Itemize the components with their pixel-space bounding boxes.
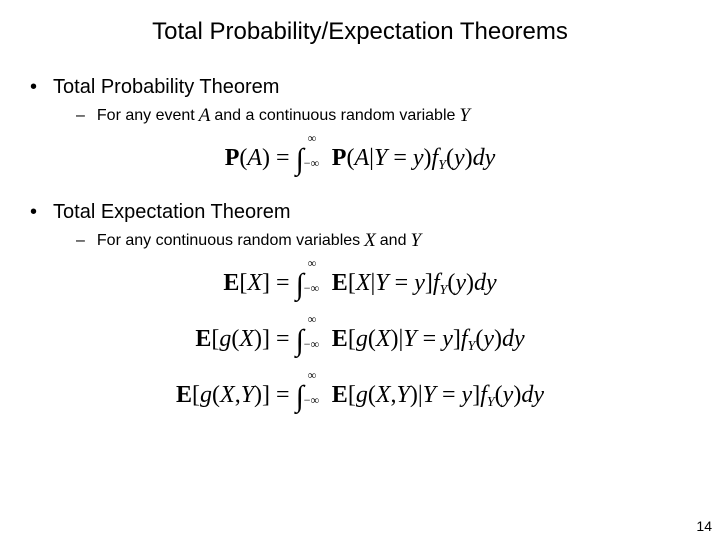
sub1-var1: A <box>195 105 215 127</box>
heading-row-2: • Total Expectation Theorem <box>30 201 690 224</box>
sub1-prefix: For any event <box>97 107 195 125</box>
subheading-row-2: – For any continuous random variables X … <box>30 230 690 252</box>
sub2-mid: and <box>380 232 407 250</box>
sub1-mid: and a continuous random variable <box>214 107 455 125</box>
subheading-row-1: – For any event A and a continuous rando… <box>30 105 690 127</box>
formula-3: E[g(X)] = ∫∞−∞ E[g(X)|Y = y]fY(y)dy <box>30 318 690 358</box>
section-total-expectation: • Total Expectation Theorem – For any co… <box>0 201 720 414</box>
heading-2: Total Expectation Theorem <box>53 201 291 224</box>
sub1-var2: Y <box>455 105 474 127</box>
slide-title: Total Probability/Expectation Theorems <box>0 0 720 76</box>
formula-2: E[X] = ∫∞−∞ E[X|Y = y]fY(y)dy <box>30 262 690 302</box>
section-total-probability: • Total Probability Theorem – For any ev… <box>0 76 720 177</box>
heading-1: Total Probability Theorem <box>53 76 279 99</box>
dash-icon: – <box>76 107 85 125</box>
heading-row-1: • Total Probability Theorem <box>30 76 690 99</box>
sub2-var1: X <box>360 230 380 252</box>
bullet-icon: • <box>30 201 37 224</box>
sub2-prefix: For any continuous random variables <box>97 232 360 250</box>
formula-1: P(A) = ∫∞−∞ P(A|Y = y)fY(y)dy <box>30 137 690 177</box>
page-number: 14 <box>696 518 712 534</box>
f1-P: P <box>225 145 240 171</box>
formula-4: E[g(X,Y)] = ∫∞−∞ E[g(X,Y)|Y = y]fY(y)dy <box>30 374 690 414</box>
bullet-icon: • <box>30 76 37 99</box>
dash-icon: – <box>76 232 85 250</box>
sub2-var2: Y <box>406 230 425 252</box>
